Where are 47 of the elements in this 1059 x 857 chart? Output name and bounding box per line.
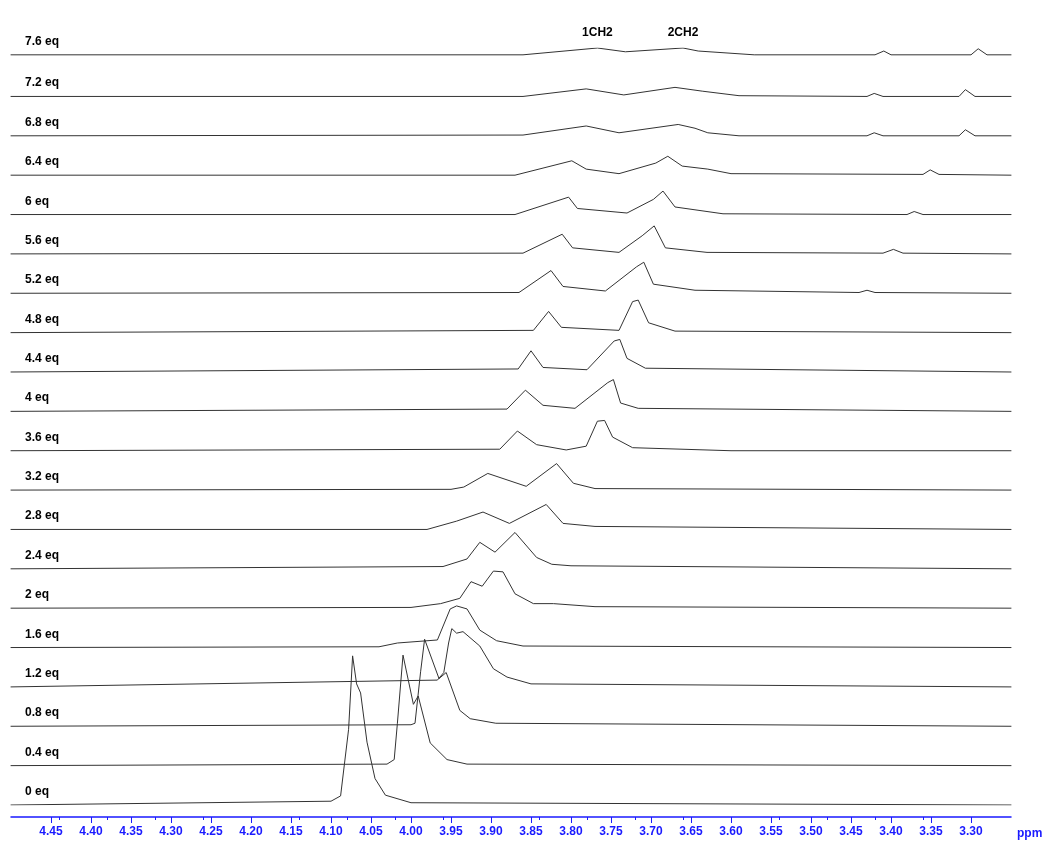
series-label: 0.8 eq	[25, 705, 60, 720]
x-tick-label: 3.60	[719, 824, 743, 838]
x-tick-label: 3.55	[759, 824, 783, 838]
series-label: 4 eq	[25, 390, 50, 405]
series-label: 3.6 eq	[25, 429, 60, 444]
series-label: 6 eq	[25, 193, 50, 208]
x-tick-label: 4.05	[359, 824, 383, 838]
x-tick-label: 3.40	[879, 824, 903, 838]
x-tick-label: 3.75	[599, 824, 623, 838]
x-tick-label: 3.80	[559, 824, 583, 838]
series-label: 3.2 eq	[25, 469, 60, 484]
x-tick-label: 3.70	[639, 824, 663, 838]
x-axis-title: ppm	[1017, 826, 1043, 840]
x-tick-label: 4.35	[119, 824, 143, 838]
series-label: 4.4 eq	[25, 351, 60, 365]
x-tick-label: 3.35	[919, 824, 943, 838]
x-tick-label: 3.95	[439, 824, 463, 838]
series-label: 1.6 eq	[25, 626, 60, 641]
x-tick-label: 3.65	[679, 824, 703, 838]
x-tick-label: 4.20	[239, 824, 263, 838]
series-label: 4.8 eq	[25, 311, 60, 326]
x-tick-label: 4.30	[159, 824, 183, 838]
x-tick-label: 4.15	[279, 824, 303, 838]
series-label: 6.4 eq	[25, 154, 60, 169]
x-tick-label: 4.45	[39, 824, 63, 838]
series-label: 2.4 eq	[25, 547, 60, 562]
x-tick-label: 4.25	[199, 824, 223, 838]
series-label: 2.8 eq	[25, 508, 60, 523]
x-tick-label: 4.40	[79, 824, 103, 838]
x-tick-label: 4.00	[399, 824, 423, 838]
series-label: 6.8 eq	[25, 114, 60, 129]
x-tick-label: 3.85	[519, 824, 543, 838]
series-label: 1.2 eq	[25, 665, 60, 680]
series-label: 7.6 eq	[25, 33, 60, 48]
annotation: 2CH2	[667, 25, 699, 39]
x-tick-label: 3.30	[959, 824, 983, 838]
x-tick-label: 3.90	[479, 824, 503, 838]
x-tick-label: 4.10	[319, 824, 343, 838]
series-label: 0 eq	[25, 784, 50, 798]
annotation: 1CH2	[582, 25, 614, 39]
series-label: 7.2 eq	[25, 75, 60, 90]
series-label: 5.2 eq	[25, 272, 60, 287]
series-label: 0.4 eq	[25, 744, 60, 759]
series-label: 5.6 eq	[25, 232, 60, 247]
series-label: 2 eq	[25, 587, 50, 602]
x-tick-label: 3.45	[839, 824, 863, 838]
x-tick-label: 3.50	[799, 824, 823, 838]
